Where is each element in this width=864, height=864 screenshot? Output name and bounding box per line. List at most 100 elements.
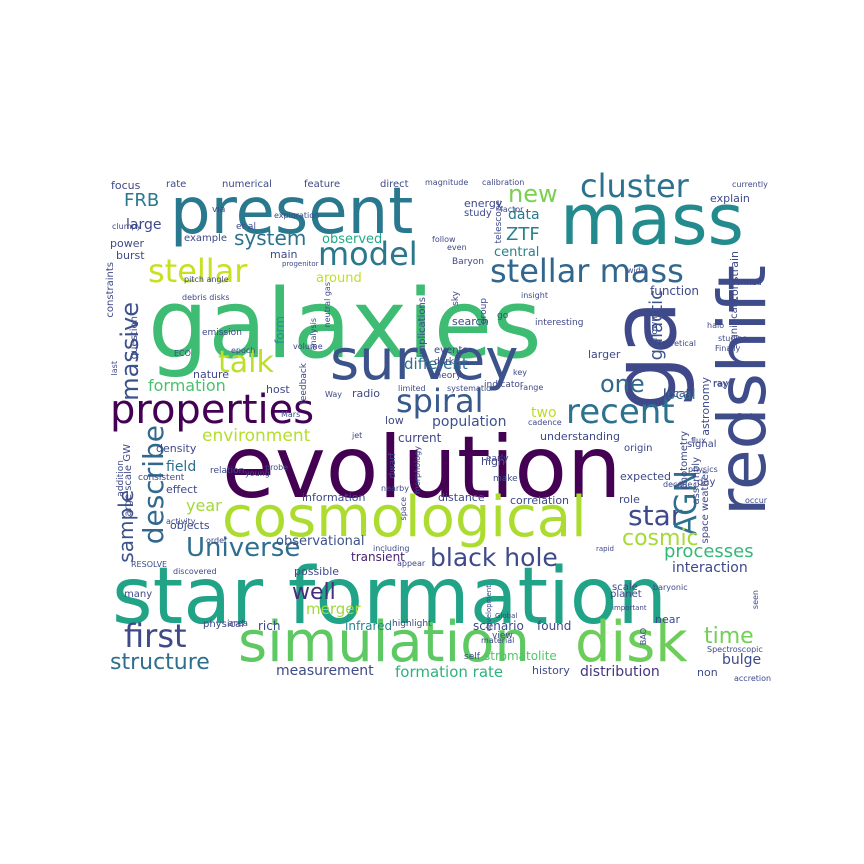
word-46: interaction: [672, 560, 748, 576]
word-137: early: [486, 454, 509, 464]
word-194: follow: [432, 235, 456, 244]
word-181: debris disks: [182, 293, 230, 302]
word-31: new: [508, 180, 558, 208]
word-71: role: [619, 493, 640, 506]
word-40: year: [186, 496, 222, 515]
word-119: highlight: [392, 619, 432, 629]
word-135: theory: [432, 371, 462, 381]
word-44: distribution: [580, 664, 660, 680]
word-197: magnitude: [425, 178, 469, 187]
word-34: processes: [664, 541, 754, 562]
word-52: field: [166, 459, 197, 475]
word-191: key: [513, 368, 528, 377]
word-183: activity: [166, 517, 196, 526]
word-169: theoretical: [653, 339, 696, 348]
word-141: relation: [210, 466, 245, 476]
word-140: feedback: [299, 363, 309, 405]
word-58: observed: [322, 232, 383, 247]
word-192: nearby: [381, 484, 409, 493]
word-18: spiral: [396, 382, 484, 420]
word-3: present: [170, 175, 414, 249]
word-70: non: [697, 666, 718, 679]
word-16: stellar: [148, 252, 248, 290]
word-165: flux: [691, 436, 706, 445]
word-162: accretion: [734, 674, 772, 683]
word-38: ZTF: [506, 224, 540, 245]
word-50: different: [404, 355, 468, 373]
word-57: large: [126, 217, 162, 233]
word-90: example: [184, 233, 228, 244]
word-0: galaxies: [148, 270, 542, 380]
word-45: bulge: [722, 652, 762, 668]
word-173: wide: [627, 266, 646, 275]
word-26: cosmic: [622, 526, 699, 551]
word-9: simulation: [238, 610, 530, 675]
word-112: implications: [417, 297, 428, 358]
word-93: focus: [111, 179, 141, 192]
word-150: discovered: [173, 567, 217, 576]
word-95: numerical: [222, 179, 272, 190]
word-126: via: [212, 205, 226, 215]
word-161: Spectroscopic: [707, 645, 763, 654]
word-200: clumpy: [112, 222, 142, 231]
word-189: cadence: [528, 418, 562, 427]
word-75: high: [481, 455, 505, 468]
word-186: limited: [398, 384, 426, 393]
word-76: correlation: [510, 494, 570, 507]
word-155: Global: [495, 612, 518, 620]
word-143: addition: [116, 460, 126, 497]
word-125: et al: [236, 222, 256, 232]
word-105: signal: [687, 439, 717, 450]
word-49: local: [663, 387, 696, 403]
word-82: host: [266, 383, 290, 396]
word-28: well: [292, 580, 336, 605]
word-80: density: [156, 442, 197, 455]
word-32: system: [234, 226, 307, 250]
word-117: physical: [203, 619, 244, 630]
word-20: black hole: [430, 543, 558, 572]
word-81: objects: [170, 519, 210, 532]
word-56: function: [650, 284, 700, 298]
word-134: dark: [434, 357, 455, 367]
word-2: star formation: [112, 552, 667, 642]
word-153: space: [399, 497, 408, 521]
word-178: epoch: [231, 346, 256, 355]
word-88: energy: [464, 197, 503, 210]
word-37: FRB: [124, 190, 160, 211]
word-130: sky: [451, 291, 461, 306]
word-63: rich: [258, 619, 281, 633]
word-149: appear: [397, 559, 426, 568]
word-139: dwarf: [388, 453, 398, 479]
word-159: seen: [751, 590, 760, 610]
word-166: find: [737, 412, 753, 421]
word-55: central: [494, 245, 540, 260]
word-170: Finally: [715, 344, 741, 353]
word-171: halo: [707, 321, 725, 330]
word-60: observational: [276, 534, 365, 549]
word-15: model: [318, 235, 418, 273]
word-118: area: [228, 619, 249, 629]
word-69: near: [655, 613, 681, 626]
word-96: feature: [304, 179, 341, 190]
word-35: environment: [202, 426, 311, 446]
word-94: rate: [166, 179, 187, 190]
word-148: including: [373, 544, 410, 553]
word-85: nature: [193, 368, 230, 381]
word-79: effect: [166, 483, 198, 496]
word-67: history: [532, 664, 570, 677]
word-62: infrared: [345, 619, 393, 633]
word-64: scenario: [473, 619, 524, 633]
word-185: Way: [325, 390, 343, 399]
word-154: development: [485, 585, 493, 632]
word-145: probe: [265, 463, 289, 472]
word-36: formation: [148, 376, 226, 395]
word-157: baryonic: [653, 583, 688, 592]
word-51: population: [432, 414, 507, 430]
word-4: mass: [560, 179, 745, 261]
word-1: evolution: [222, 418, 622, 518]
word-160: BAO: [639, 628, 648, 646]
word-13: cluster: [580, 167, 689, 205]
word-83: radio: [352, 387, 381, 400]
word-66: stromatolite: [484, 649, 557, 663]
